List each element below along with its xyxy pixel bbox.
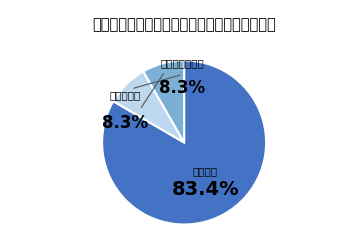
- Title: オンライン面接で使用することが多いデバイス: オンライン面接で使用することが多いデバイス: [92, 17, 276, 32]
- Wedge shape: [143, 60, 184, 142]
- Text: スマートフォン: スマートフォン: [161, 58, 204, 68]
- Wedge shape: [113, 72, 184, 142]
- Text: 83.4%: 83.4%: [171, 180, 239, 199]
- Text: パソコン: パソコン: [193, 166, 218, 176]
- Text: 8.3%: 8.3%: [160, 79, 205, 97]
- Text: タブレット: タブレット: [109, 90, 141, 100]
- Wedge shape: [102, 60, 266, 224]
- Text: 8.3%: 8.3%: [102, 114, 148, 132]
